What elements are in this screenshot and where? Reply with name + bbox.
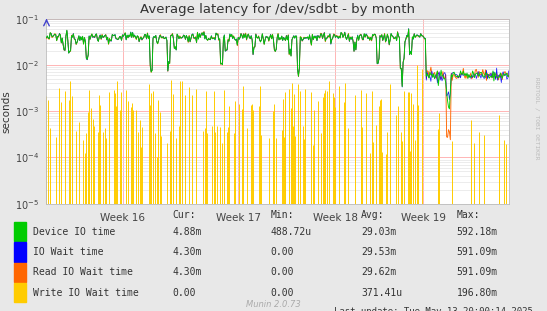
Text: 0.00: 0.00 xyxy=(271,247,294,257)
Bar xyxy=(14,283,26,302)
Text: IO Wait time: IO Wait time xyxy=(33,247,103,257)
Text: Max:: Max: xyxy=(457,210,480,220)
Title: Average latency for /dev/sdbt - by month: Average latency for /dev/sdbt - by month xyxy=(140,3,415,16)
Text: Cur:: Cur: xyxy=(172,210,196,220)
Text: RRDTOOL / TOBI OETIKER: RRDTOOL / TOBI OETIKER xyxy=(534,77,540,160)
Text: 591.09m: 591.09m xyxy=(457,267,498,277)
Text: 0.00: 0.00 xyxy=(271,267,294,277)
Y-axis label: seconds: seconds xyxy=(2,90,12,132)
Bar xyxy=(14,263,26,282)
Text: Read IO Wait time: Read IO Wait time xyxy=(33,267,133,277)
Text: 0.00: 0.00 xyxy=(172,288,196,298)
Bar xyxy=(14,242,26,262)
Text: 0.00: 0.00 xyxy=(271,288,294,298)
Text: 29.03m: 29.03m xyxy=(361,227,396,237)
Text: Munin 2.0.73: Munin 2.0.73 xyxy=(246,300,301,309)
Text: 4.88m: 4.88m xyxy=(172,227,202,237)
Bar xyxy=(14,222,26,241)
Text: 4.30m: 4.30m xyxy=(172,247,202,257)
Text: 591.09m: 591.09m xyxy=(457,247,498,257)
Text: 29.53m: 29.53m xyxy=(361,247,396,257)
Text: 592.18m: 592.18m xyxy=(457,227,498,237)
Text: 196.80m: 196.80m xyxy=(457,288,498,298)
Text: Write IO Wait time: Write IO Wait time xyxy=(33,288,138,298)
Text: Last update: Tue May 13 20:00:14 2025: Last update: Tue May 13 20:00:14 2025 xyxy=(334,307,533,311)
Text: Avg:: Avg: xyxy=(361,210,385,220)
Text: 4.30m: 4.30m xyxy=(172,267,202,277)
Text: 29.62m: 29.62m xyxy=(361,267,396,277)
Text: Device IO time: Device IO time xyxy=(33,227,115,237)
Text: 488.72u: 488.72u xyxy=(271,227,312,237)
Text: Min:: Min: xyxy=(271,210,294,220)
Text: 371.41u: 371.41u xyxy=(361,288,402,298)
